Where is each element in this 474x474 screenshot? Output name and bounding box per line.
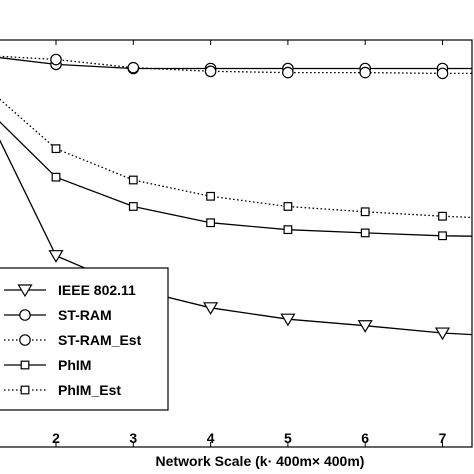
x-tick-label: 7 [439, 430, 447, 446]
series-line [0, 139, 472, 336]
legend-marker [20, 385, 30, 395]
data-point [436, 67, 449, 80]
plot-border [0, 39, 473, 448]
data-point [206, 191, 216, 201]
x-tick-label: 2 [52, 430, 60, 446]
x-tick-label: 3 [129, 430, 137, 446]
legend-marker [17, 284, 33, 298]
legend-marker [19, 334, 31, 346]
series-line [0, 98, 472, 219]
x-axis: 2 3 4 5 6 7 [52, 40, 447, 447]
series-phim-est [0, 98, 472, 221]
data-point [127, 61, 140, 74]
legend-label: IEEE 802.11 [58, 282, 136, 298]
plot-frame [0, 39, 473, 448]
data-point [283, 202, 293, 211]
legend-entry: ST-RAM_Est [4, 332, 142, 348]
x-tick-label: 6 [361, 430, 369, 446]
data-point [128, 202, 138, 211]
series-st-ram-est [0, 53, 472, 80]
series-st-ram [0, 57, 472, 75]
series-phim [0, 121, 472, 241]
data-point [438, 211, 447, 221]
data-point [48, 250, 64, 263]
legend-entry: IEEE 802.11 [4, 282, 136, 298]
legend-marker [20, 360, 30, 370]
data-point [51, 144, 61, 154]
data-point [359, 66, 371, 79]
data-point [204, 65, 217, 78]
data-point [206, 218, 216, 228]
legend-entry: PhIM_Est [4, 382, 121, 398]
x-tick-label: 4 [207, 430, 215, 446]
x-tick-label: 5 [284, 430, 292, 446]
data-point [360, 207, 370, 217]
x-axis-label: Network Scale (k· 400m× 400m) [156, 453, 365, 469]
legend-label: ST-RAM_Est [58, 332, 142, 348]
legend-label: ST-RAM [58, 307, 112, 323]
series-line [0, 57, 472, 70]
data-point [283, 225, 293, 235]
legend-entry: ST-RAM [4, 307, 112, 323]
legend-marker [19, 309, 31, 321]
data-point [434, 327, 451, 341]
data-point [50, 53, 62, 66]
data-point [128, 175, 138, 185]
legend-entry: PhIM [4, 357, 91, 373]
series-line [0, 55, 472, 75]
legend-label: PhIM [58, 357, 91, 373]
data-point [280, 313, 296, 327]
legend: IEEE 802.11 ST-RAM ST-RAM_Est PhIM PhIM_Est [0, 267, 169, 411]
data-point [203, 302, 219, 315]
data-point [438, 231, 447, 241]
data-point [51, 172, 61, 182]
data-point [357, 320, 373, 333]
series-line [0, 121, 472, 237]
data-point [282, 66, 294, 79]
legend-label: PhIM_Est [58, 382, 121, 398]
data-point [360, 228, 370, 238]
